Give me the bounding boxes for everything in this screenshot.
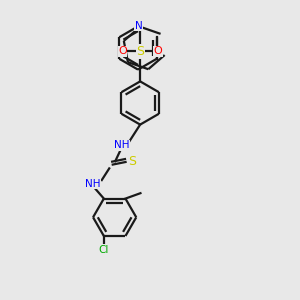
Text: NH: NH	[113, 140, 129, 150]
Text: Cl: Cl	[99, 245, 109, 255]
Text: N: N	[135, 21, 142, 31]
Text: S: S	[136, 45, 144, 58]
Text: NH: NH	[85, 179, 100, 189]
Text: S: S	[128, 155, 136, 168]
Text: O: O	[118, 46, 127, 56]
Text: O: O	[154, 46, 162, 56]
